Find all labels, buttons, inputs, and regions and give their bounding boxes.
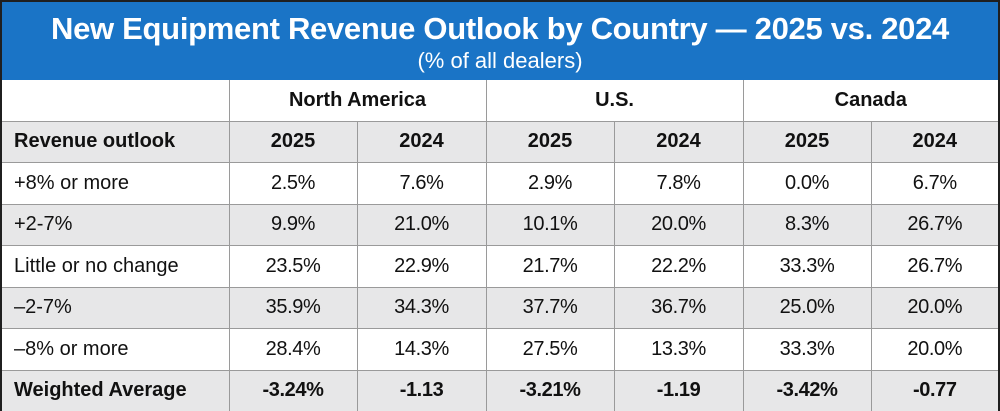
value-cell: -1.19 — [613, 369, 744, 411]
row-label: +8% or more — [2, 162, 230, 205]
row-label: –8% or more — [2, 328, 230, 371]
value-cell: 2.5% — [228, 162, 358, 205]
table-row: +2-7% 9.9% 21.0% 10.1% 20.0% 8.3% 26.7% — [2, 203, 999, 246]
year-header: 2024 — [356, 120, 487, 163]
table-row: –8% or more 28.4% 14.3% 27.5% 13.3% 33.3% 20.0… — [2, 328, 999, 371]
value-cell: 25.0% — [742, 286, 872, 329]
value-cell: 28.4% — [228, 328, 358, 371]
table-header-banner: New Equipment Revenue Outlook by Country… — [2, 2, 998, 80]
value-cell: 35.9% — [228, 286, 358, 329]
value-cell: 7.6% — [356, 162, 487, 205]
row-label: –2-7% — [2, 286, 230, 329]
year-header: 2024 — [870, 120, 999, 163]
table-subtitle: (% of all dealers) — [417, 48, 583, 73]
value-cell: 6.7% — [870, 162, 999, 205]
corner-cell — [2, 80, 230, 122]
value-cell: -3.42% — [742, 369, 872, 411]
value-cell: 20.0% — [870, 286, 999, 329]
group-header-u-s: U.S. — [485, 80, 744, 122]
value-cell: 33.3% — [742, 328, 872, 371]
value-cell: 14.3% — [356, 328, 487, 371]
value-cell: 7.8% — [613, 162, 744, 205]
table-row: –2-7% 35.9% 34.3% 37.7% 36.7% 25.0% 20.0% — [2, 286, 999, 329]
weighted-average-row: Weighted Average -3.24% -1.13 -3.21% -1.19 -3… — [2, 369, 999, 411]
table-row: Little or no change 23.5% 22.9% 21.7% 22.2% 3… — [2, 245, 999, 288]
value-cell: -3.24% — [228, 369, 358, 411]
group-header-canada: Canada — [742, 80, 999, 122]
year-header-row: Revenue outlook 2025 2024 2025 2024 2025 2024 — [2, 120, 999, 163]
group-header-north-america: North America — [228, 80, 487, 122]
value-cell: 34.3% — [356, 286, 487, 329]
table-title: New Equipment Revenue Outlook by Country… — [51, 11, 949, 46]
row-label: Weighted Average — [2, 369, 230, 411]
group-header-row: North America U.S. Canada — [2, 80, 999, 122]
year-header: 2024 — [613, 120, 744, 163]
value-cell: -0.77 — [870, 369, 999, 411]
value-cell: 27.5% — [485, 328, 615, 371]
year-header: 2025 — [228, 120, 358, 163]
value-cell: 26.7% — [870, 245, 999, 288]
year-header: 2025 — [742, 120, 872, 163]
revenue-outlook-table: North America U.S. Canada Revenue outlook 20… — [2, 80, 999, 411]
value-cell: 33.3% — [742, 245, 872, 288]
value-cell: 20.0% — [870, 328, 999, 371]
value-cell: 0.0% — [742, 162, 872, 205]
value-cell: -3.21% — [485, 369, 615, 411]
value-cell: 9.9% — [228, 203, 358, 246]
value-cell: 2.9% — [485, 162, 615, 205]
value-cell: 22.2% — [613, 245, 744, 288]
table-row: +8% or more 2.5% 7.6% 2.9% 7.8% 0.0% 6.7% — [2, 162, 999, 205]
value-cell: -1.13 — [356, 369, 487, 411]
year-header: 2025 — [485, 120, 615, 163]
value-cell: 37.7% — [485, 286, 615, 329]
value-cell: 10.1% — [485, 203, 615, 246]
value-cell: 26.7% — [870, 203, 999, 246]
value-cell: 36.7% — [613, 286, 744, 329]
value-cell: 22.9% — [356, 245, 487, 288]
value-cell: 20.0% — [613, 203, 744, 246]
value-cell: 8.3% — [742, 203, 872, 246]
value-cell: 21.0% — [356, 203, 487, 246]
value-cell: 23.5% — [228, 245, 358, 288]
value-cell: 21.7% — [485, 245, 615, 288]
row-label: Little or no change — [2, 245, 230, 288]
value-cell: 13.3% — [613, 328, 744, 371]
row-header-label: Revenue outlook — [2, 120, 230, 163]
row-label: +2-7% — [2, 203, 230, 246]
